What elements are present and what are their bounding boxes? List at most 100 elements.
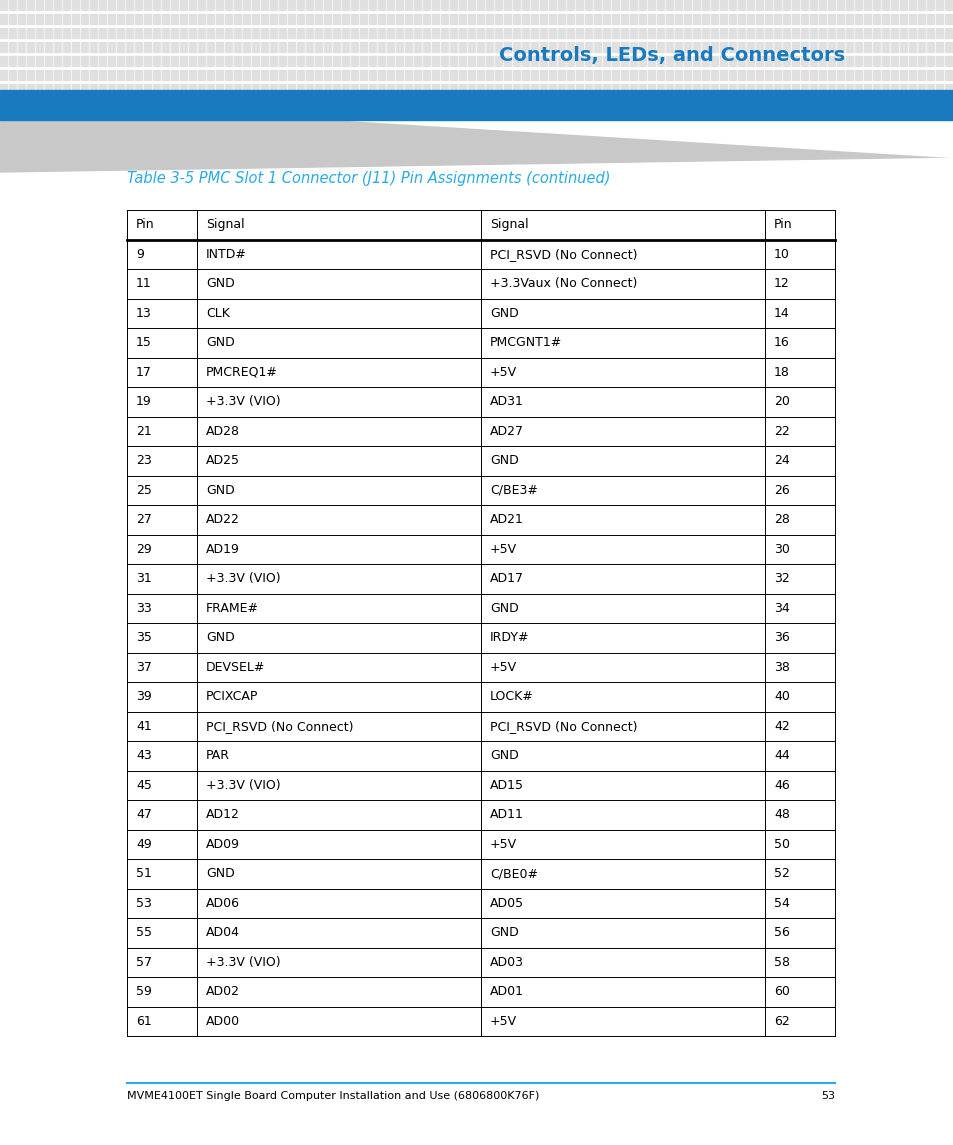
Bar [233, 70, 241, 80]
Bar [63, 14, 70, 24]
Bar [791, 56, 799, 66]
Bar [198, 14, 205, 24]
Bar [639, 42, 645, 52]
Bar [513, 70, 519, 80]
Bar [773, 70, 781, 80]
Bar [144, 42, 151, 52]
Bar [531, 56, 537, 66]
Bar [863, 84, 870, 94]
Bar [899, 84, 906, 94]
Bar [152, 42, 160, 52]
Bar [36, 84, 43, 94]
Text: AD17: AD17 [490, 572, 523, 585]
Bar [485, 84, 493, 94]
Bar [71, 56, 79, 66]
Bar [521, 56, 529, 66]
Bar [584, 70, 592, 80]
Bar [117, 27, 124, 38]
Text: 57: 57 [136, 956, 152, 969]
Bar [54, 14, 61, 24]
Bar [341, 14, 349, 24]
Bar [288, 27, 294, 38]
Bar [890, 56, 897, 66]
Bar [440, 56, 448, 66]
Text: Signal: Signal [206, 219, 244, 231]
Bar [594, 70, 600, 80]
Bar [566, 70, 574, 80]
Bar [144, 0, 151, 10]
Bar [872, 0, 879, 10]
Bar [117, 14, 124, 24]
Bar [576, 84, 582, 94]
Bar [548, 56, 556, 66]
Bar [647, 56, 655, 66]
Bar [324, 56, 331, 66]
Bar [908, 0, 915, 10]
Bar [476, 42, 483, 52]
Bar [872, 27, 879, 38]
Bar [782, 27, 789, 38]
Bar [108, 56, 115, 66]
Bar [495, 27, 501, 38]
Text: 14: 14 [773, 307, 789, 319]
Bar [162, 14, 169, 24]
Bar [485, 70, 493, 80]
Bar [701, 0, 708, 10]
Bar [531, 27, 537, 38]
Bar [126, 42, 132, 52]
Bar [152, 56, 160, 66]
Bar [620, 14, 627, 24]
Bar [773, 56, 781, 66]
Bar [854, 42, 862, 52]
Bar [468, 0, 475, 10]
Bar [836, 70, 843, 80]
Text: Table 3-5 PMC Slot 1 Connector (J11) Pin Assignments (continued): Table 3-5 PMC Slot 1 Connector (J11) Pin… [127, 171, 610, 185]
Bar [351, 70, 357, 80]
Bar [0, 42, 7, 52]
Bar [764, 0, 771, 10]
Text: CLK: CLK [206, 307, 230, 319]
Bar [243, 14, 250, 24]
Text: +5V: +5V [490, 838, 517, 851]
Bar [296, 27, 304, 38]
Bar [243, 56, 250, 66]
Text: 54: 54 [773, 897, 789, 910]
Text: AD04: AD04 [206, 926, 240, 939]
Bar [215, 0, 223, 10]
Bar [863, 56, 870, 66]
Bar [468, 14, 475, 24]
Bar [692, 14, 700, 24]
Bar [558, 27, 564, 38]
Bar [791, 27, 799, 38]
Bar [908, 14, 915, 24]
Bar [539, 84, 546, 94]
Bar [594, 0, 600, 10]
Bar [827, 70, 834, 80]
Bar [117, 56, 124, 66]
Bar [387, 56, 394, 66]
Bar [728, 14, 735, 24]
Bar [296, 42, 304, 52]
Text: AD25: AD25 [206, 455, 240, 467]
Bar [377, 42, 385, 52]
Bar [854, 0, 862, 10]
Bar [377, 84, 385, 94]
Bar [854, 27, 862, 38]
Text: LOCK#: LOCK# [490, 690, 533, 703]
Bar [9, 56, 16, 66]
Bar [252, 70, 258, 80]
Bar [9, 0, 16, 10]
Bar [341, 56, 349, 66]
Bar [369, 70, 375, 80]
Bar [450, 42, 456, 52]
Bar [647, 14, 655, 24]
Bar [90, 70, 97, 80]
Bar [728, 0, 735, 10]
Bar [63, 56, 70, 66]
Bar [180, 42, 187, 52]
Bar [450, 0, 456, 10]
Bar [395, 0, 402, 10]
Bar [701, 84, 708, 94]
Bar [288, 14, 294, 24]
Bar [764, 56, 771, 66]
